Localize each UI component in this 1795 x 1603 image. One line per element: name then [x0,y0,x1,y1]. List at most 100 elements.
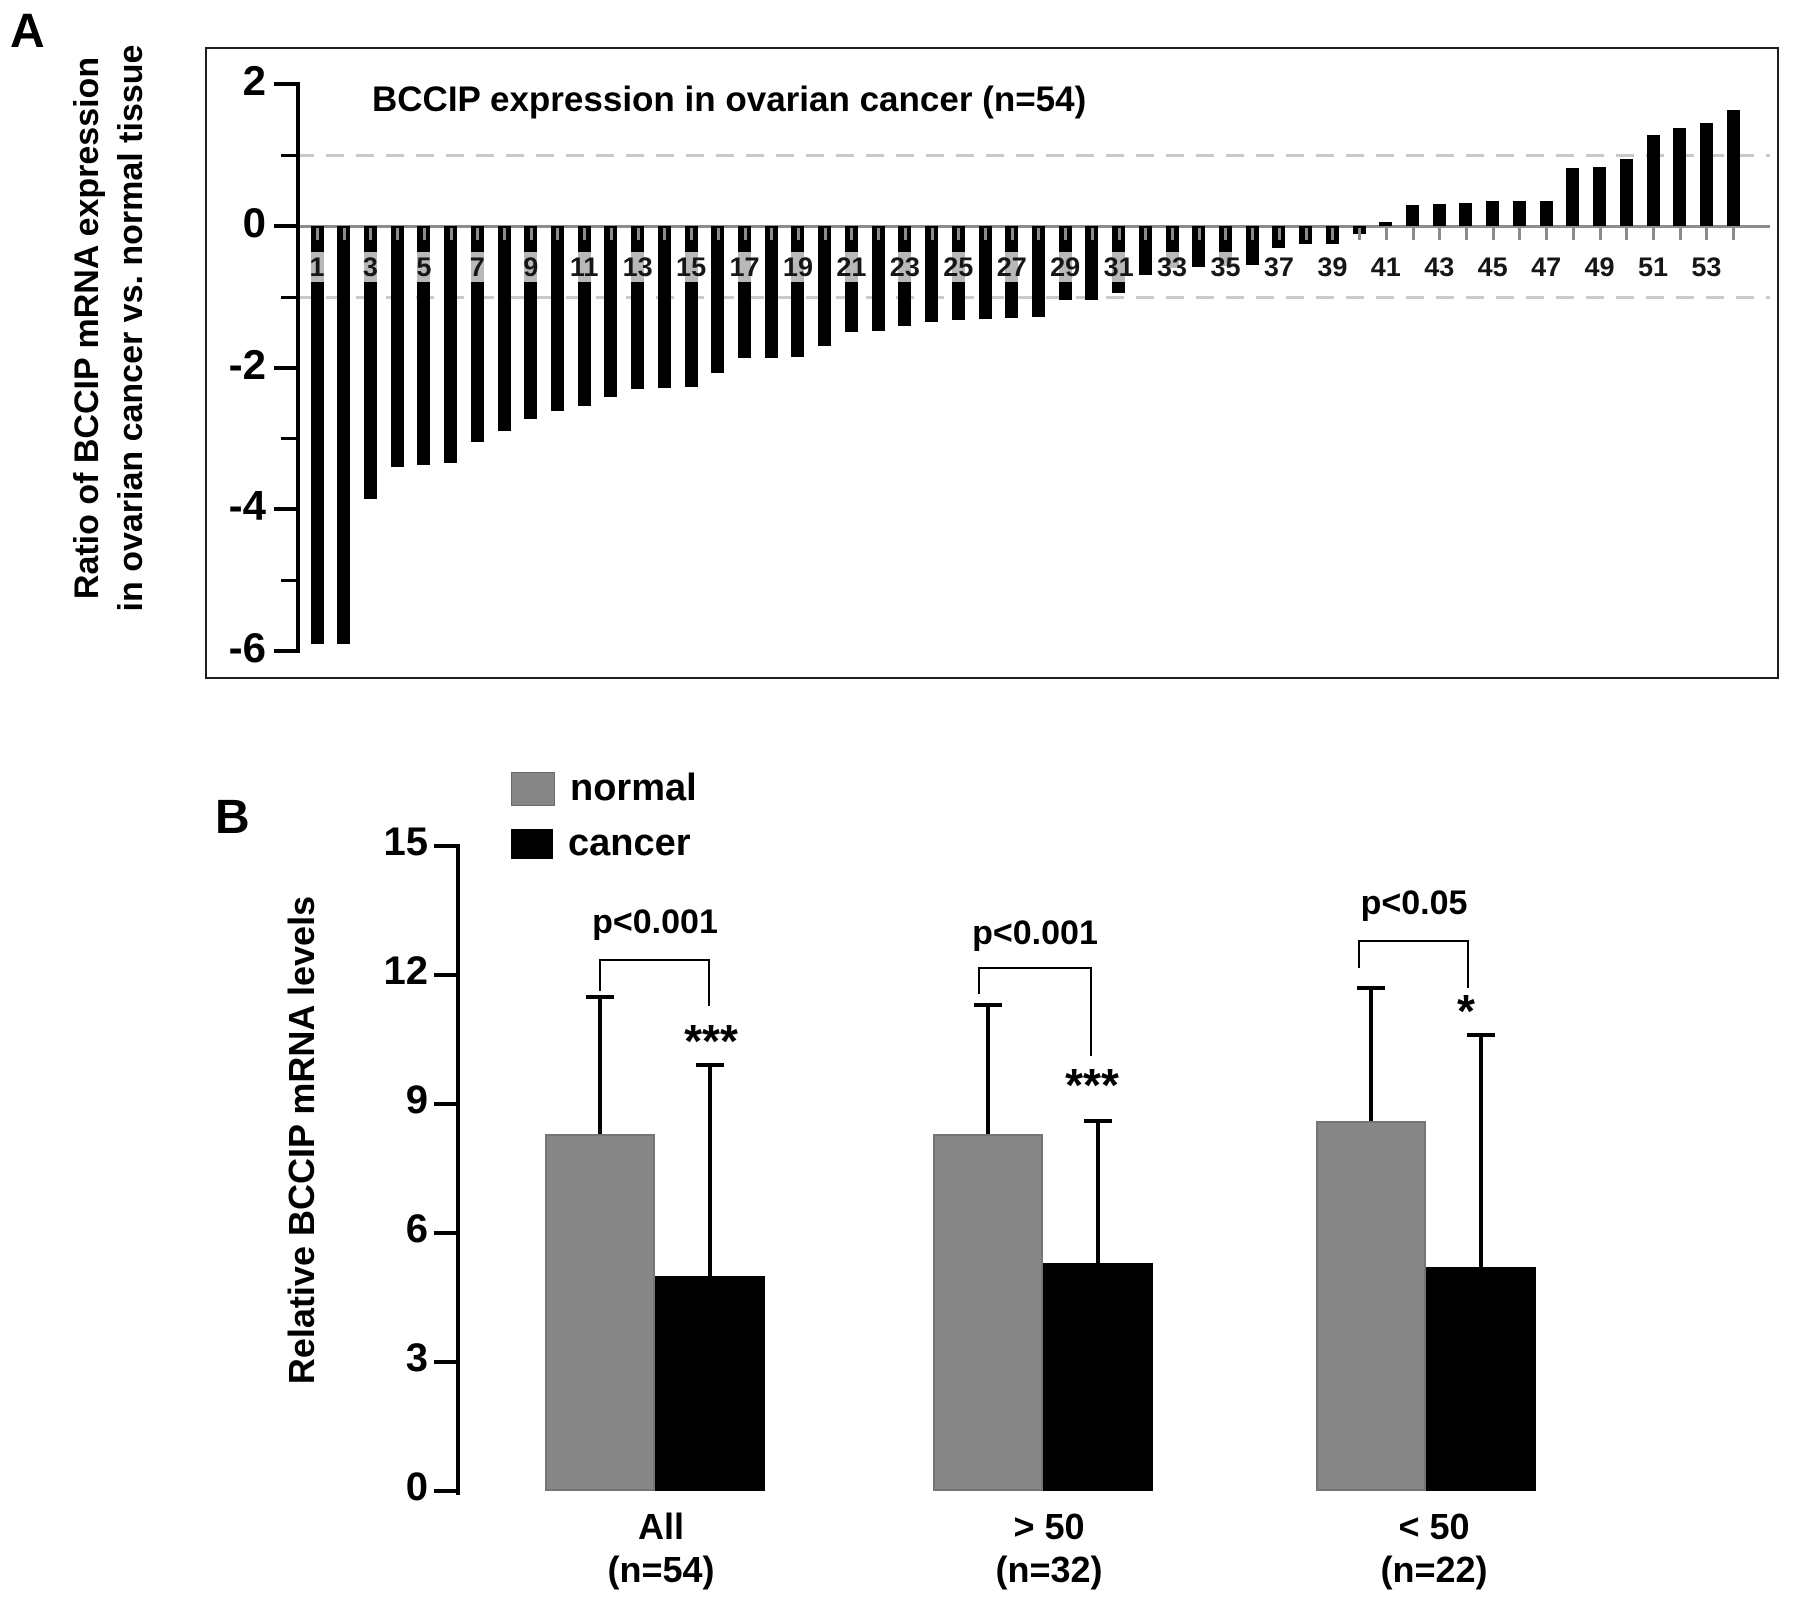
bar-normal [1316,1121,1426,1491]
group-label: < 50 [1398,1506,1470,1547]
panel-a-y-axis-label-line1: Ratio of BCCIP mRNA expression [68,56,106,600]
error-cap [1467,1033,1495,1038]
x-tick-label: 7 [451,252,503,283]
significance-bracket-left [599,959,601,991]
x-tick [1625,228,1629,240]
x-tick-label: 51 [1627,252,1679,283]
x-tick [1571,228,1575,240]
y-tick [434,1360,456,1364]
waterfall-bar [1406,204,1420,226]
x-tick-label-text: 39 [1316,252,1349,282]
panel-b-letter: B [215,791,250,844]
x-tick [957,228,961,240]
bar-cancer [1426,1267,1536,1491]
x-tick [476,228,480,240]
x-tick [1545,228,1549,240]
x-tick-label: 3 [344,252,396,283]
waterfall-bar [1085,226,1099,300]
waterfall-bar [925,226,939,323]
x-tick-label-text: 25 [942,252,975,282]
significance-bracket-right [1090,967,1092,1056]
x-tick [796,228,800,240]
legend-swatch-cancer [511,828,553,859]
waterfall-bar [1459,203,1473,226]
x-tick [422,228,426,240]
x-tick [369,228,373,240]
x-tick-label-text: 1 [308,252,326,282]
group-sublabel: (n=22) [1380,1549,1488,1590]
x-tick-label: 1 [291,252,343,283]
x-tick [930,228,934,240]
significance-bracket-right [708,959,710,1006]
x-tick [1491,228,1495,240]
y-tick [434,844,456,848]
x-tick-label: 5 [398,252,450,283]
x-tick-label-text: 33 [1156,252,1189,282]
x-tick [396,228,400,240]
x-tick [1384,228,1388,240]
x-tick [1705,228,1709,240]
x-tick [449,228,453,240]
error-cap [1357,985,1385,990]
x-tick-label-text: 5 [415,252,433,282]
group-sublabel: (n=32) [995,1549,1103,1590]
y-tick [274,507,296,512]
waterfall-bar [657,226,671,389]
x-tick-label-text: 13 [621,252,654,282]
x-tick [1358,228,1362,240]
x-tick [877,228,881,240]
x-tick-label-text: 47 [1530,252,1563,282]
significance-stars: *** [1065,1059,1119,1111]
significance-bracket-top [599,959,710,961]
waterfall-bar [818,226,832,346]
x-tick [1331,228,1335,240]
x-tick-label: 35 [1199,252,1251,283]
x-tick [1304,228,1308,240]
x-tick-label: 45 [1467,252,1519,283]
x-tick [770,228,774,240]
waterfall-bar [310,226,324,644]
x-tick-label-text: 11 [568,252,600,282]
x-tick [716,228,720,240]
waterfall-bar [871,226,885,332]
x-tick [984,228,987,240]
waterfall-bar [550,226,564,412]
significance-bracket-left [978,967,980,994]
waterfall-bar [1646,135,1660,226]
x-tick [1464,228,1468,240]
waterfall-bar [363,226,377,499]
x-tick [1251,228,1255,240]
group-label: All [637,1506,684,1547]
error-whisker [1369,987,1373,1122]
waterfall-bar [1245,226,1259,265]
legend-item-normal: normal [511,767,697,810]
x-tick [1197,228,1201,240]
x-tick-label-text: 21 [835,252,868,282]
bar-cancer [655,1276,765,1491]
x-tick-label: 31 [1093,252,1145,283]
x-tick [1518,228,1522,240]
x-tick-label-text: 35 [1209,252,1242,282]
x-tick-label: 17 [719,252,771,283]
waterfall-bar [604,226,618,398]
x-tick [1224,228,1228,240]
x-tick-label-text: 27 [995,252,1028,282]
waterfall-bar [684,226,698,388]
waterfall-bar [390,226,404,467]
legend-label-normal: normal [570,767,697,809]
waterfall-bar [337,226,351,644]
x-tick [316,228,319,240]
waterfall-bar [1512,200,1526,226]
x-tick-label-text: 17 [728,252,761,282]
x-tick [1037,228,1041,240]
waterfall-bar [738,226,752,359]
y-tick-label: 12 [383,949,429,993]
panel-b-y-axis-label: Relative BCCIP mRNA levels [281,895,322,1385]
error-whisker [708,1065,712,1276]
y-axis-spine [296,82,300,653]
p-value-label: p<0.001 [972,914,1098,952]
panel-a-plot-box [205,47,1779,679]
panel-a-title: BCCIP expression in ovarian cancer (n=54… [372,80,1087,119]
x-tick [1010,228,1014,240]
